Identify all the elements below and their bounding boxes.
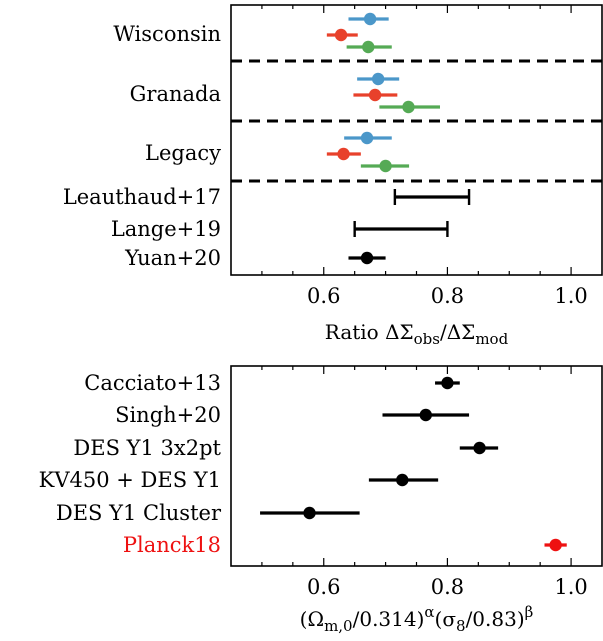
top-reference-row-label: Leauthaud+17 (63, 185, 221, 209)
top-panel: 0.6 0.8 1.0 Wisconsin Granada Legacy Leauthaud… (63, 4, 603, 348)
bottom-entry-point (419, 408, 432, 422)
top-group-point (371, 72, 385, 86)
top-group-point (334, 28, 348, 42)
bottom-entry-row-label: DES Y1 3x2pt (73, 436, 221, 460)
bottom-entry-row-label: KV450 + DES Y1 (39, 468, 221, 492)
top-group-point (379, 159, 392, 173)
bottom-entry-point (473, 441, 486, 455)
top-x-tick-label: 1.0 (554, 284, 587, 308)
bottom-entry-point (549, 538, 562, 552)
top-reference-row-label: Yuan+20 (124, 246, 221, 270)
bottom-entry-point (303, 506, 316, 520)
top-group-point (360, 131, 374, 145)
top-reference-row-label: Lange+19 (111, 217, 221, 241)
bottom-entry-point (441, 376, 454, 390)
top-axes-frame (230, 4, 603, 276)
bottom-entry-row-label: Cacciato+13 (84, 371, 221, 395)
top-group-row-label: Wisconsin (113, 22, 221, 46)
top-x-tick-label: 0.8 (431, 284, 464, 308)
bottom-entry-row-label: Planck18 (123, 533, 221, 557)
top-group-point (363, 12, 377, 26)
bottom-axes-frame (230, 365, 603, 567)
top-group-point (368, 88, 382, 102)
bottom-x-tick-label: 0.6 (307, 575, 340, 599)
top-x-tick-label: 0.6 (307, 284, 340, 308)
top-group-point (337, 147, 350, 161)
bottom-entry-row-label: DES Y1 Cluster (56, 501, 222, 525)
bottom-entry-point (396, 473, 409, 487)
top-group-row-label: Granada (130, 82, 221, 106)
top-group-row-label: Legacy (145, 141, 221, 165)
bottom-panel: 0.6 0.8 1.0 Cacciato+13 Singh+20 DES Y1 3x2pt… (39, 365, 603, 635)
top-reference-point (360, 251, 374, 265)
top-x-axis-title: Ratio ΔΣobs/ΔΣmod (325, 320, 509, 348)
bottom-x-tick-label: 0.8 (431, 575, 464, 599)
top-group-point (362, 40, 375, 54)
top-group-point (402, 100, 415, 114)
bottom-x-axis-title: (Ωm,0/0.314)α(σ8/0.83)β (300, 603, 534, 635)
bottom-entry-row-label: Singh+20 (115, 403, 221, 427)
bottom-x-tick-label: 1.0 (554, 575, 587, 599)
